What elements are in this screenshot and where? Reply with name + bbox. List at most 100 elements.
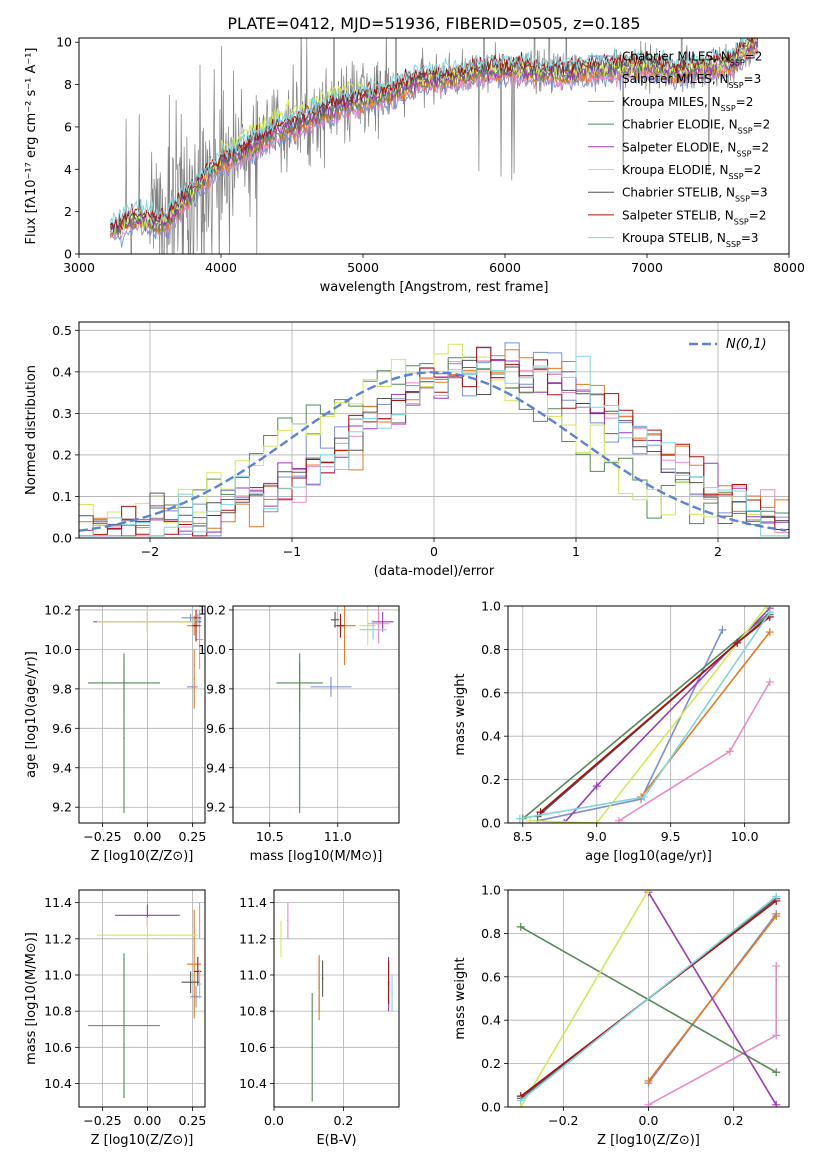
plus-marker	[772, 1068, 781, 1077]
y-tick-label: 0	[64, 247, 72, 262]
legend-label: N(0,1)	[726, 337, 767, 352]
legend-subscript: SSP	[736, 149, 751, 158]
mass-vs-ebv-frame	[273, 889, 400, 1108]
plus-marker	[772, 1100, 781, 1107]
plus-marker	[560, 819, 569, 823]
y-tick-label: 1.0	[481, 599, 501, 614]
data-point	[197, 619, 199, 621]
y-tick-label: 0.4	[52, 364, 72, 379]
weight-line-salpeter-elodie	[647, 891, 777, 1106]
legend-subscript: SSP	[738, 126, 753, 135]
legend-count: =2	[749, 208, 767, 222]
data-point	[321, 977, 324, 980]
y-tick-label: 9.6	[52, 721, 72, 736]
spectrum-axes: 3000 4000 5000 6000 7000 8000 0 2 4 6 8 10 wavelengt…	[24, 35, 805, 295]
residuals-legend: N(0,1)	[689, 337, 767, 352]
y-tick-label: 11.2	[44, 931, 72, 946]
legend-count: =3	[741, 231, 759, 245]
age-vs-Z-axes: −0.25 0.00 0.25 9.2 9.4 9.6 9.8 10.0 10.2 Z [log1…	[24, 602, 206, 864]
y-tick-label: 0.3	[52, 406, 72, 421]
legend-count: =3	[750, 186, 768, 200]
x-axis-label: Z [log10(Z/Z⊙)]	[91, 849, 194, 864]
y-tick-label: 9.2	[52, 800, 72, 815]
massweight-vs-age-frame	[507, 605, 790, 824]
x-tick-label: 10.0	[731, 829, 759, 844]
y-tick-label: 0.8	[481, 642, 501, 657]
data-point	[339, 624, 342, 627]
legend-label: Salpeter MILES, NSSP=3	[622, 72, 761, 90]
age-vs-mass-plot-area	[276, 606, 394, 814]
data-point	[391, 992, 393, 994]
plus-marker	[765, 677, 774, 686]
data-point	[123, 1024, 125, 1027]
plus-marker	[772, 1031, 781, 1040]
data-point	[318, 986, 320, 989]
legend-label: Kroupa STELIB, NSSP=3	[622, 231, 759, 249]
legend-count: =2	[745, 50, 763, 64]
y-axis-label: Flux [fλ10⁻¹⁷ erg cm⁻² s⁻¹ A⁻¹]	[24, 48, 39, 245]
plus-marker	[772, 892, 781, 901]
x-tick-label: 3000	[63, 260, 95, 275]
weight-line-kroupa-elodie	[520, 890, 650, 1107]
x-axis-label: E(B-V)	[316, 1133, 356, 1148]
data-point	[381, 620, 384, 623]
y-tick-label: 0.0	[481, 1100, 501, 1115]
y-axis-label: mass weight	[453, 957, 468, 1039]
y-tick-label: 10.0	[198, 642, 226, 657]
y-tick-label: 2	[64, 204, 72, 219]
y-tick-label: 0.2	[481, 1056, 501, 1071]
legend-label: Chabrier STELIB, NSSP=3	[622, 186, 768, 204]
y-tick-label: 10.2	[198, 602, 226, 617]
x-tick-label: 2	[714, 544, 722, 559]
legend-count: =2	[751, 140, 769, 154]
legend-label: Chabrier ELODIE, NSSP=2	[622, 118, 770, 136]
y-tick-label: 0.4	[481, 729, 501, 744]
data-point	[146, 914, 149, 917]
plus-marker	[516, 922, 525, 931]
legend-count: =2	[753, 118, 771, 132]
spectrum-model-kroupa-stelib	[109, 38, 748, 226]
legend-count: =2	[736, 95, 754, 109]
data-point	[195, 624, 197, 627]
data-point	[198, 919, 201, 922]
y-tick-label: 6	[64, 119, 72, 134]
x-tick-label: −0.25	[83, 829, 121, 844]
x-tick-label: 6000	[489, 260, 521, 275]
y-tick-label: 0.6	[481, 969, 501, 984]
y-tick-label: 4	[64, 162, 72, 177]
weight-line-kroupa-elodie	[530, 606, 768, 823]
data-point	[198, 983, 201, 985]
data-point	[377, 622, 380, 625]
y-tick-label: 9.4	[206, 760, 226, 775]
y-tick-label: 0.8	[481, 926, 501, 941]
y-tick-label: 11.4	[239, 895, 267, 910]
plus-marker	[772, 912, 781, 921]
spectrum-frame	[78, 37, 790, 255]
x-tick-label: 5000	[347, 260, 379, 275]
y-tick-label: 10.4	[239, 1076, 267, 1091]
data-point	[330, 686, 332, 688]
age-vs-Z-frame	[78, 605, 206, 824]
x-tick-label: 0.00	[133, 1113, 161, 1128]
y-tick-label: 0.5	[52, 323, 72, 338]
spectrum-model-chabrier-elodie	[110, 40, 759, 235]
x-tick-label: 7000	[631, 260, 663, 275]
legend-subscript: SSP	[729, 81, 744, 90]
y-tick-label: 10.6	[239, 1040, 267, 1055]
x-tick-label: 0.25	[178, 829, 206, 844]
plus-marker	[644, 1100, 653, 1107]
residuals-axes: −2 −1 0 1 2 0.0 0.1 0.2 0.3 0.4 0.5 (data-model)/er…	[24, 322, 789, 579]
data-point	[311, 1046, 313, 1049]
y-axis-label: mass [log10(M/M⊙)]	[24, 932, 39, 1065]
y-tick-label: 0.0	[481, 816, 501, 831]
massweight-vs-Z-plot-area	[516, 890, 781, 1107]
x-axis-label: age [log10(age/yr)]	[585, 849, 712, 864]
plus-marker	[733, 638, 742, 647]
x-axis-label: Z [log10(Z/Z⊙)]	[597, 1133, 700, 1148]
plus-marker	[762, 606, 771, 610]
x-axis-label: wavelength [Angstrom, rest frame]	[320, 280, 549, 295]
mass-vs-Z-frame	[78, 889, 206, 1108]
data-point	[146, 934, 149, 937]
legend-subscript: SSP	[721, 103, 736, 112]
y-tick-label: 11.0	[239, 967, 267, 982]
